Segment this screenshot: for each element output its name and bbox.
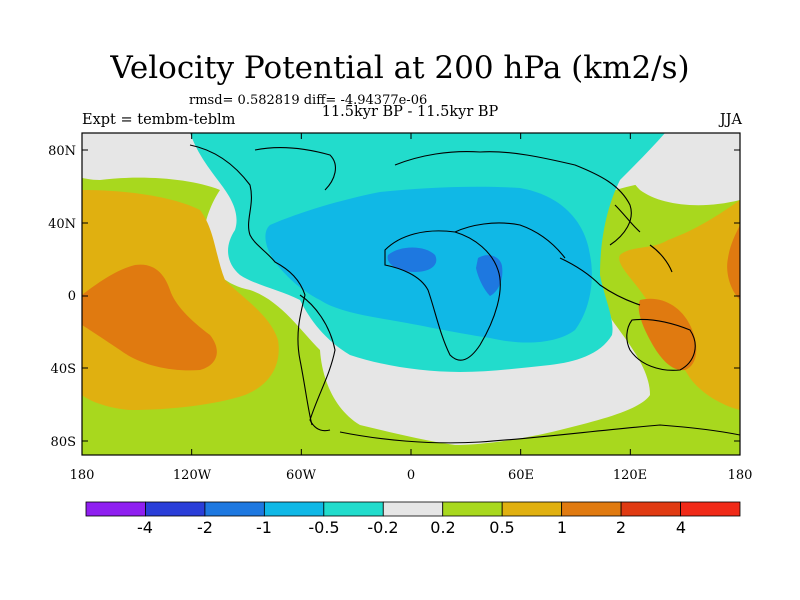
colorbar-swatch bbox=[680, 501, 741, 517]
colorbar-labels: -4 -2 -1 -0.5 -0.2 0.2 0.5 1 2 4 bbox=[137, 518, 686, 537]
colorbar-swatch bbox=[620, 501, 681, 517]
lon-tick-label: 180 bbox=[70, 468, 95, 483]
chart-title: Velocity Potential at 200 hPa (km2/s) bbox=[110, 50, 690, 86]
experiment-label: Expt = tembm-teblm bbox=[82, 112, 236, 128]
colorbar-swatch bbox=[382, 501, 444, 517]
field-moderate-positive-pacific bbox=[82, 264, 217, 371]
lon-tick-label: 0 bbox=[407, 468, 415, 483]
lat-tick-label: 80N bbox=[48, 144, 76, 159]
field-weak-positive-east bbox=[619, 200, 740, 410]
colorbar-label: -2 bbox=[197, 518, 213, 537]
field-neutral-northeast bbox=[620, 133, 740, 206]
colorbar-label: -1 bbox=[256, 518, 272, 537]
colorbar-label: 4 bbox=[676, 518, 686, 537]
lat-tick-label: 0 bbox=[68, 289, 76, 304]
colorbar-swatch bbox=[442, 501, 503, 517]
colorbar-swatch bbox=[263, 501, 325, 517]
field-moderate-positive-east bbox=[727, 225, 740, 300]
colorbar-label: -4 bbox=[137, 518, 153, 537]
stats-label: rmsd= 0.582819 diff= -4.94377e-06 bbox=[189, 93, 428, 108]
colorbar-swatch bbox=[145, 501, 206, 517]
colorbar-label: -0.5 bbox=[308, 518, 339, 537]
season-label: JJA bbox=[719, 112, 742, 128]
colorbar-swatch bbox=[561, 501, 622, 517]
period-subtitle: 11.5kyr BP - 11.5kyr BP bbox=[321, 104, 499, 120]
lon-tick-label: 60W bbox=[286, 468, 317, 483]
lon-tick-label: 180 bbox=[728, 468, 753, 483]
lat-tick-label: 80S bbox=[51, 435, 76, 450]
lat-tick-label: 40N bbox=[48, 217, 76, 232]
field-moderate-positive-westpacific bbox=[638, 298, 697, 371]
colorbar-swatch bbox=[323, 501, 384, 517]
axis-ticks bbox=[81, 133, 741, 455]
coastlines bbox=[189, 144, 740, 444]
contour-fields bbox=[82, 133, 740, 455]
lon-tick-label: 120E bbox=[613, 468, 647, 483]
colorbar-swatch bbox=[501, 501, 563, 517]
lat-tick-label: 40S bbox=[51, 362, 76, 377]
colorbar-swatch bbox=[85, 501, 146, 517]
lon-tick-label: 60E bbox=[508, 468, 534, 483]
colorbar-label: 1 bbox=[557, 518, 567, 537]
colorbar-label: 0.2 bbox=[430, 518, 455, 537]
lon-tick-label: 120W bbox=[173, 468, 212, 483]
colorbar-label: 2 bbox=[616, 518, 626, 537]
colorbar bbox=[85, 501, 741, 517]
colorbar-swatch bbox=[204, 501, 265, 517]
colorbar-label: -0.2 bbox=[367, 518, 398, 537]
field-strong-negative-africa bbox=[387, 247, 437, 272]
colorbar-label: 0.5 bbox=[489, 518, 514, 537]
